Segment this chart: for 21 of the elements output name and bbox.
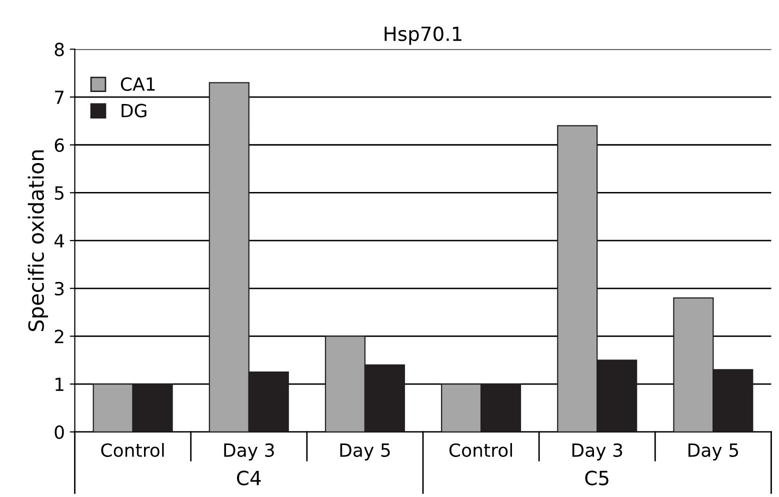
x-tick-label: Control <box>449 443 512 457</box>
x-tick-label: Day 5 <box>688 444 738 460</box>
x-tick-label: Day 3 <box>572 443 622 460</box>
y-tick-label: 2 <box>54 330 64 344</box>
y-tick-label: 5 <box>54 186 64 200</box>
y-tick-label: 4 <box>54 234 64 248</box>
text: C4 <box>237 470 261 486</box>
y-tick-label: 0 <box>54 425 64 440</box>
x-tick-label: Day 3 <box>224 443 274 460</box>
chart-title: Hsp70.1 <box>384 26 462 45</box>
legend-label: DG <box>122 104 146 118</box>
legend-label: CA1 <box>120 77 155 91</box>
y-tick-label: 6 <box>54 138 64 152</box>
y-axis-title: Specific oxidation <box>28 150 48 332</box>
text: C5 <box>585 470 608 486</box>
y-tick-label: 7 <box>55 90 64 104</box>
y-tick-label: 3 <box>54 282 64 296</box>
x-tick-label: Control <box>101 443 164 457</box>
y-tick-label: 1 <box>56 378 64 391</box>
y-tick-label: 8 <box>54 42 64 56</box>
x-tick-label: Day 5 <box>340 444 390 460</box>
